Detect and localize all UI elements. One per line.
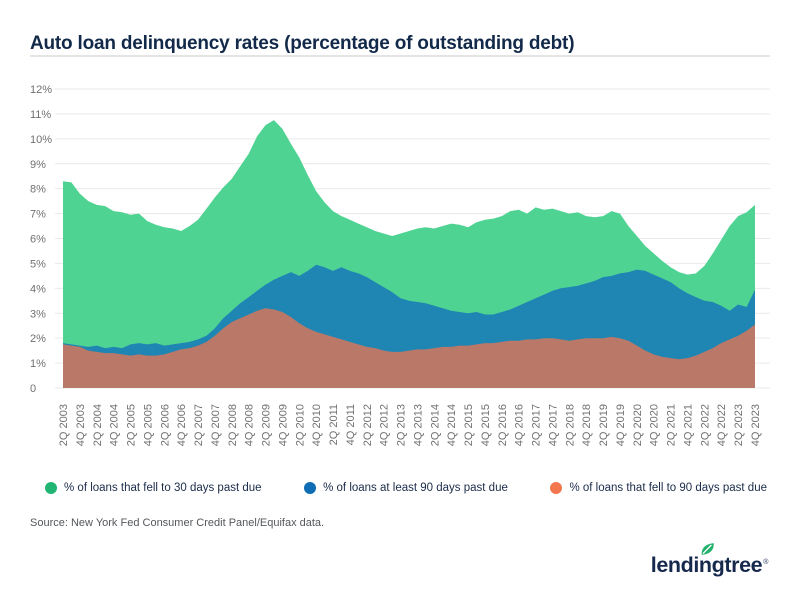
legend-label-90dpd-flow: % of loans that fell to 90 days past due (569, 482, 767, 494)
logo-text-n: n (698, 553, 712, 577)
y-tick-label: 4% (30, 283, 46, 295)
delinquency-area-chart: 0 1% 2% 3% 4% 5% 6% 7% 8% 9% 10% 11% 12% 2Q 2003 4Q 20… (30, 84, 770, 446)
x-tick-label: 2Q 2003 (58, 404, 70, 446)
x-tick-label: 2Q 2016 (497, 404, 509, 446)
y-tick-label: 9% (30, 159, 46, 171)
y-tick-label: 3% (30, 308, 46, 320)
x-tick-label: 2Q 2005 (126, 404, 138, 446)
x-tick-label: 2Q 2013 (396, 404, 408, 446)
x-tick-label: 4Q 2007 (210, 404, 222, 446)
y-tick-label: 8% (30, 184, 46, 196)
x-tick-label: 4Q 2014 (446, 404, 458, 446)
x-tick-label: 4Q 2019 (615, 404, 627, 446)
y-tick-label: 11% (30, 109, 51, 121)
leaf-icon (701, 543, 714, 555)
page-title: Auto loan delinquency rates (percentage … (30, 32, 575, 54)
x-tick-label: 4Q 2015 (480, 404, 492, 446)
registered-mark: ® (763, 559, 768, 566)
x-tick-label: 4Q 2017 (548, 404, 560, 446)
y-tick-label: 2% (30, 333, 46, 345)
y-tick-label: 0 (30, 383, 36, 395)
legend-item-90dpd-stock: % of loans at least 90 days past due (304, 482, 508, 494)
x-axis-labels: 2Q 2003 4Q 2003 2Q 2004 4Q 2004 2Q 2005 4Q 20… (58, 404, 762, 446)
y-tick-label: 6% (30, 234, 46, 246)
title-divider (30, 55, 770, 57)
y-tick-label: 7% (30, 209, 46, 221)
x-tick-label: 2Q 2004 (92, 404, 104, 446)
x-tick-label: 4Q 2005 (142, 404, 154, 446)
x-tick-label: 4Q 2021 (683, 404, 695, 446)
y-tick-label: 5% (30, 258, 46, 270)
x-tick-label: 4Q 2020 (649, 404, 661, 446)
legend-swatch-blue (304, 482, 317, 494)
x-tick-label: 4Q 2011 (345, 404, 357, 445)
x-tick-label: 4Q 2012 (379, 404, 391, 446)
x-tick-label: 2Q 2008 (227, 404, 239, 446)
legend-item-90dpd-flow: % of loans that fell to 90 days past due (550, 482, 767, 494)
x-tick-label: 2Q 2015 (463, 404, 475, 446)
legend-swatch-green (45, 482, 57, 494)
x-tick-label: 2Q 2010 (294, 404, 306, 446)
source-note: Source: New York Fed Consumer Credit Pan… (30, 517, 325, 529)
x-tick-label: 2Q 2014 (429, 404, 441, 446)
x-tick-label: 4Q 2016 (514, 404, 526, 446)
x-tick-label: 4Q 2003 (75, 404, 87, 446)
y-tick-label: 1% (30, 358, 46, 370)
x-tick-label: 4Q 2010 (311, 404, 323, 446)
chart-canvas: 0 1% 2% 3% 4% 5% 6% 7% 8% 9% 10% 11% 12% 2Q 2003 4Q 20… (30, 84, 770, 446)
x-tick-label: 4Q 2022 (716, 404, 728, 446)
legend-label-30dpd: % of loans that fell to 30 days past due (64, 482, 262, 494)
x-tick-label: 4Q 2013 (412, 404, 424, 446)
x-tick-label: 2Q 2006 (159, 404, 171, 446)
x-tick-label: 2Q 2007 (193, 404, 205, 446)
x-tick-label: 2Q 2021 (666, 404, 678, 446)
x-tick-label: 2Q 2017 (531, 404, 543, 446)
x-tick-label: 2Q 2023 (733, 404, 745, 446)
chart-legend: % of loans that fell to 30 days past due… (45, 482, 767, 494)
x-tick-label: 4Q 2009 (277, 404, 289, 446)
y-tick-label: 10% (30, 134, 52, 146)
area-fell-to-90-days (63, 308, 755, 388)
lendingtree-logo: lendi n gtree ® (650, 543, 768, 578)
x-tick-label: 4Q 2023 (750, 404, 762, 446)
x-tick-label: 4Q 2004 (109, 404, 121, 446)
legend-swatch-orange (550, 482, 563, 494)
x-tick-label: 2Q 2018 (564, 404, 576, 446)
legend-item-30dpd: % of loans that fell to 30 days past due (45, 482, 262, 494)
x-tick-label: 4Q 2006 (176, 404, 188, 446)
x-tick-label: 2Q 2012 (362, 404, 374, 446)
y-tick-label: 12% (30, 84, 52, 96)
x-tick-label: 4Q 2018 (581, 404, 593, 446)
logo-text-left: lendi (650, 553, 700, 577)
y-axis-labels: 0 1% 2% 3% 4% 5% 6% 7% 8% 9% 10% 11% 12% (30, 84, 52, 395)
legend-label-90dpd-stock: % of loans at least 90 days past due (323, 482, 508, 494)
logo-text-right: gtree (711, 553, 763, 577)
x-tick-label: 2Q 2011 (328, 404, 340, 445)
x-tick-label: 4Q 2008 (244, 404, 256, 446)
x-tick-label: 2Q 2009 (261, 404, 273, 446)
x-tick-label: 2Q 2019 (598, 404, 610, 446)
x-tick-label: 2Q 2022 (699, 404, 711, 446)
x-tick-label: 2Q 2020 (632, 404, 644, 446)
